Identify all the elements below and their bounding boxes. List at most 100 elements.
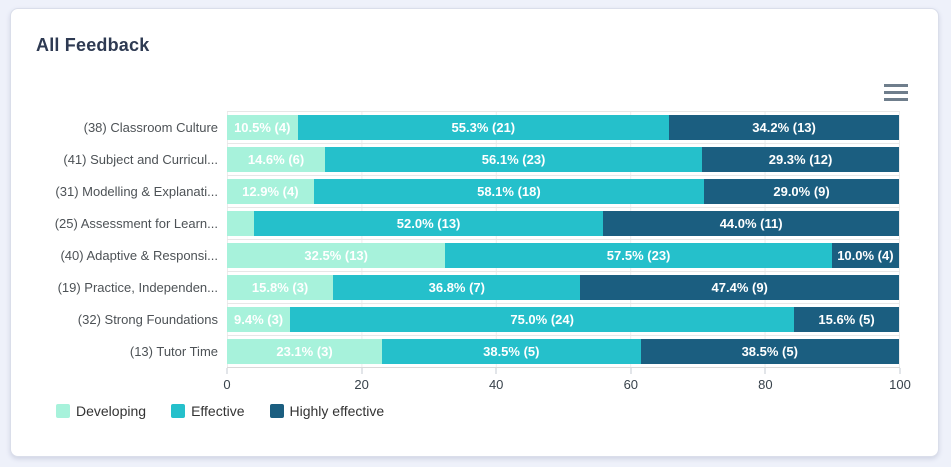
bar-segment-effective[interactable]: 57.5% (23) bbox=[445, 243, 832, 268]
data-label: 15.6% (5) bbox=[818, 312, 875, 327]
x-axis-ticks: 0 20 40 60 80 100 bbox=[223, 367, 911, 399]
category-label: (40) Adaptive & Responsi... bbox=[60, 247, 218, 263]
bar-segment-developing[interactable]: 10.5% (4) bbox=[227, 115, 298, 140]
data-label: 57.5% (23) bbox=[606, 248, 671, 263]
plot-cell: 52.0% (13) 44.0% (11) bbox=[227, 207, 900, 239]
legend-item-developing[interactable]: Developing bbox=[56, 403, 146, 419]
bar-track: 14.6% (6) 56.1% (23) 29.3% (12) bbox=[227, 147, 899, 172]
data-label: 38.5% (5) bbox=[741, 344, 798, 359]
plot-cell: 14.6% (6) 56.1% (23) 29.3% (12) bbox=[227, 143, 900, 175]
category-label: (41) Subject and Curricul... bbox=[63, 151, 218, 167]
bar-segment-developing[interactable]: 9.4% (3) bbox=[227, 307, 291, 332]
chart-row: (25) Assessment for Learn... 52.0% (13) 44… bbox=[11, 207, 900, 239]
axis-tick-mark bbox=[226, 368, 228, 374]
axis-tick-mark bbox=[495, 368, 497, 374]
plot-cell: 9.4% (3) 75.0% (24) 15.6% (5) bbox=[227, 303, 900, 335]
bar-segment-effective[interactable]: 56.1% (23) bbox=[325, 147, 703, 172]
chart-row: (32) Strong Foundations 9.4% (3) 75.0% (24… bbox=[11, 303, 900, 335]
data-label: 34.2% (13) bbox=[752, 120, 816, 135]
bar-segment-highly-effective[interactable]: 38.5% (5) bbox=[640, 339, 899, 364]
bar-track: 23.1% (3) 38.5% (5) 38.5% (5) bbox=[227, 339, 899, 364]
data-label: 9.4% (3) bbox=[234, 312, 284, 327]
bar-segment-highly-effective[interactable]: 29.3% (12) bbox=[702, 147, 899, 172]
legend-label: Developing bbox=[76, 403, 147, 419]
chart-row: (40) Adaptive & Responsi... 32.5% (13) 57.… bbox=[11, 239, 900, 271]
bar-segment-highly-effective[interactable]: 10.0% (4) bbox=[831, 243, 899, 268]
bar-track: 52.0% (13) 44.0% (11) bbox=[227, 211, 899, 236]
data-label: 38.5% (5) bbox=[483, 344, 540, 359]
category-label: (31) Modelling & Explanati... bbox=[55, 183, 218, 199]
stacked-bar-chart: (38) Classroom Culture 10.5% (4) 55.3% (21… bbox=[11, 111, 911, 399]
plot-cell: 10.5% (4) 55.3% (21) 34.2% (13) bbox=[227, 111, 900, 143]
chart-rows: (38) Classroom Culture 10.5% (4) 55.3% (21… bbox=[11, 111, 900, 367]
data-label: 12.9% (4) bbox=[242, 184, 299, 199]
bar-segment-effective[interactable]: 52.0% (13) bbox=[253, 211, 604, 236]
axis-tick-label: 40 bbox=[488, 377, 504, 392]
legend-swatch bbox=[56, 404, 70, 418]
bar-segment-developing[interactable]: 15.8% (3) bbox=[227, 275, 334, 300]
plot-cell: 32.5% (13) 57.5% (23) 10.0% (4) bbox=[227, 239, 900, 271]
data-label: 15.8% (3) bbox=[251, 280, 309, 295]
bar-segment-effective[interactable]: 55.3% (21) bbox=[297, 115, 670, 140]
bar-segment-highly-effective[interactable]: 29.0% (9) bbox=[704, 179, 899, 204]
category-label: (32) Strong Foundations bbox=[77, 311, 218, 327]
legend-label: Effective bbox=[191, 403, 245, 419]
data-label: 29.3% (12) bbox=[768, 152, 833, 167]
bar-track: 10.5% (4) 55.3% (21) 34.2% (13) bbox=[227, 115, 899, 140]
chart-row: (38) Classroom Culture 10.5% (4) 55.3% (21… bbox=[11, 111, 900, 143]
legend-item-effective[interactable]: Effective bbox=[171, 403, 245, 419]
legend-swatch bbox=[171, 404, 186, 418]
bar-segment-effective[interactable]: 36.8% (7) bbox=[333, 275, 581, 300]
axis-tick-mark bbox=[630, 368, 632, 374]
category-label: (13) Tutor Time bbox=[129, 343, 218, 359]
axis-tick-label: 100 bbox=[889, 377, 911, 392]
data-label: 32.5% (13) bbox=[304, 248, 368, 263]
data-label: 14.6% (6) bbox=[247, 152, 305, 167]
axis-tick-mark bbox=[764, 368, 766, 374]
axis-tick-label: 20 bbox=[354, 377, 369, 392]
data-label: 52.0% (13) bbox=[396, 216, 461, 231]
chart-row: (41) Subject and Curricul... 14.6% (6) 56.… bbox=[11, 143, 900, 175]
legend-label: Highly effective bbox=[289, 403, 385, 419]
legend-item-highly-effective[interactable]: Highly effective bbox=[269, 403, 385, 419]
bar-segment-highly-effective[interactable]: 47.4% (9) bbox=[580, 275, 899, 300]
bar-segment-developing[interactable]: 23.1% (3) bbox=[227, 339, 383, 364]
bar-segment-effective[interactable]: 38.5% (5) bbox=[382, 339, 641, 364]
bar-segment-highly-effective[interactable]: 15.6% (5) bbox=[794, 307, 899, 332]
chart-context-menu-button[interactable] bbox=[884, 84, 908, 101]
chart-row: (31) Modelling & Explanati... 12.9% (4) 58… bbox=[11, 175, 900, 207]
bar-segment-developing[interactable]: 32.5% (13) bbox=[227, 243, 446, 268]
bar-track: 32.5% (13) 57.5% (23) 10.0% (4) bbox=[227, 243, 899, 268]
axis-tick-mark bbox=[361, 368, 363, 374]
axis-tick-label: 60 bbox=[623, 377, 639, 392]
bar-segment-developing[interactable]: 14.6% (6) bbox=[227, 147, 326, 172]
bar-segment-developing[interactable] bbox=[227, 211, 254, 236]
hamburger-menu-icon bbox=[884, 91, 908, 94]
category-label: (25) Assessment for Learn... bbox=[54, 215, 218, 231]
data-label: 55.3% (21) bbox=[451, 120, 516, 135]
chart-legend: Developing Effective Highly effective bbox=[56, 403, 384, 419]
data-label: 47.4% (9) bbox=[711, 280, 768, 295]
bar-segment-effective[interactable]: 58.1% (18) bbox=[313, 179, 705, 204]
bar-track: 15.8% (3) 36.8% (7) 47.4% (9) bbox=[227, 275, 899, 300]
bar-track: 12.9% (4) 58.1% (18) 29.0% (9) bbox=[227, 179, 899, 204]
plot-cell: 15.8% (3) 36.8% (7) 47.4% (9) bbox=[227, 271, 900, 303]
x-axis-spacer bbox=[11, 367, 227, 399]
bar-segment-developing[interactable]: 12.9% (4) bbox=[227, 179, 314, 204]
chart-row: (13) Tutor Time 23.1% (3) 38.5% (5) 38.5% (… bbox=[11, 335, 900, 367]
bar-track: 9.4% (3) 75.0% (24) 15.6% (5) bbox=[227, 307, 899, 332]
axis-tick-label: 0 bbox=[223, 377, 231, 392]
data-label: 10.0% (4) bbox=[837, 248, 894, 263]
hamburger-menu-icon bbox=[884, 84, 908, 87]
bar-segment-highly-effective[interactable]: 34.2% (13) bbox=[669, 115, 899, 140]
data-label: 29.0% (9) bbox=[773, 184, 830, 199]
data-label: 58.1% (18) bbox=[477, 184, 541, 199]
bar-segment-effective[interactable]: 75.0% (24) bbox=[290, 307, 795, 332]
axis-tick-label: 80 bbox=[758, 377, 773, 392]
bar-segment-highly-effective[interactable]: 44.0% (11) bbox=[603, 211, 899, 236]
data-label: 75.0% (24) bbox=[510, 312, 574, 327]
legend-swatch bbox=[269, 404, 284, 418]
hamburger-menu-icon bbox=[884, 98, 908, 101]
data-label: 23.1% (3) bbox=[276, 344, 333, 359]
